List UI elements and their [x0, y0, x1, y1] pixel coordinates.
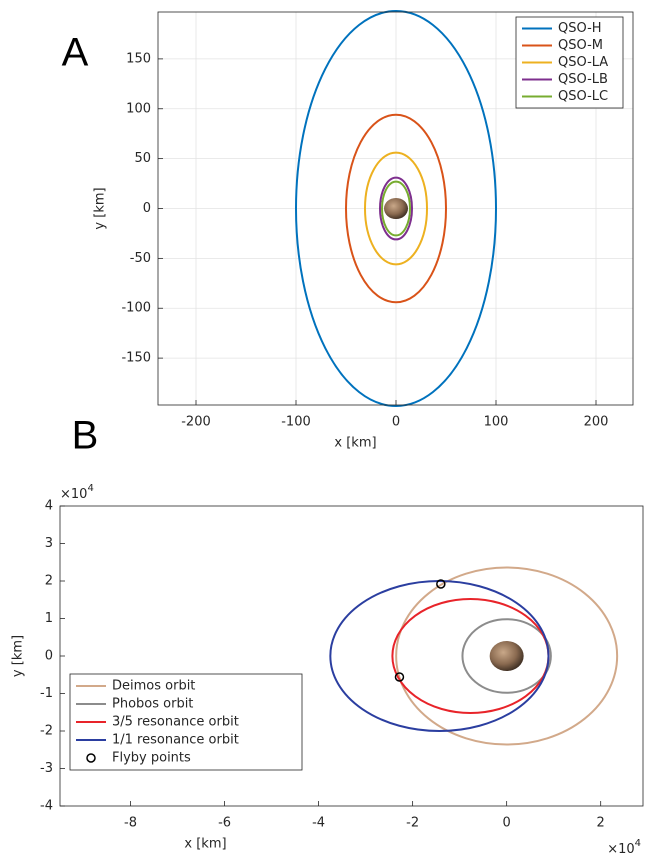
plot-frame	[59, 505, 644, 807]
legend-label: QSO-LA	[558, 55, 608, 70]
orbit	[364, 151, 428, 266]
y-tick-label: 150	[126, 51, 151, 66]
legend-label: 1/1 resonance orbit	[112, 733, 239, 748]
legend-label: Deimos orbit	[112, 679, 195, 694]
legend-swatch	[86, 753, 96, 763]
orbit	[379, 176, 413, 241]
legend-box	[69, 673, 303, 771]
y-tick-label: 1	[45, 611, 53, 626]
y-tick-label: 3	[45, 536, 53, 551]
legend-label: QSO-M	[558, 38, 603, 53]
x-tick-label: -8	[124, 816, 137, 831]
orbit	[381, 180, 411, 237]
y-tick-label: 0	[143, 201, 151, 216]
y-tick-label: 0	[45, 649, 53, 664]
y-tick-label: -2	[40, 724, 53, 739]
plot-frame	[157, 11, 634, 406]
axis-multiplier: ×104	[607, 838, 641, 856]
x-tick-label: 0	[392, 415, 400, 430]
x-tick-label: -100	[281, 415, 311, 430]
legend-label: QSO-H	[558, 21, 602, 36]
x-tick-label: 200	[584, 415, 609, 430]
x-tick-label: 0	[503, 816, 511, 831]
orbit	[345, 113, 447, 304]
x-tick-label: 100	[484, 415, 509, 430]
panel-label: B	[72, 414, 99, 458]
orbit	[329, 580, 550, 732]
y-tick-label: 4	[45, 499, 53, 514]
legend-label: QSO-LB	[558, 72, 608, 87]
multiplier-base: ×10	[60, 487, 87, 502]
x-tick-label: 2	[597, 816, 605, 831]
flyby-point	[394, 672, 405, 682]
y-tick-label: -1	[40, 686, 53, 701]
x-tick-label: -200	[181, 415, 211, 430]
multiplier-base: ×10	[607, 842, 634, 856]
multiplier-exponent: 4	[87, 483, 93, 494]
y-tick-label: 2	[45, 574, 53, 589]
legend-label: Flyby points	[112, 751, 191, 766]
y-tick-label: -100	[121, 301, 151, 316]
panel-label: A	[62, 31, 89, 75]
orbit	[391, 598, 550, 714]
legend-label: Phobos orbit	[112, 697, 193, 712]
legend-label: QSO-LC	[558, 89, 608, 104]
axis-multiplier: ×104	[60, 483, 94, 502]
multiplier-exponent: 4	[635, 838, 641, 849]
x-axis-label: x [km]	[184, 837, 226, 852]
y-tick-label: 100	[126, 101, 151, 116]
legend-label: 3/5 resonance orbit	[112, 715, 239, 730]
chart-panel: B -8 -6 -4 -2 0 2 -4 -3 -2 -1 0 1 2 3 4 x [km] y [km] Deim…	[11, 414, 644, 852]
legend: QSO-H QSO-M QSO-LA QSO-LB QSO-LC	[515, 16, 624, 109]
legend: Deimos orbit Phobos orbit 3/5 resonance or…	[69, 673, 303, 771]
y-tick-label: -150	[121, 351, 151, 366]
y-axis-label: y [km]	[93, 187, 108, 229]
x-tick-label: -6	[218, 816, 231, 831]
y-axis-label: y [km]	[11, 635, 26, 677]
x-tick-label: -2	[406, 816, 419, 831]
central-body	[489, 641, 524, 671]
orbit	[395, 566, 619, 746]
chart-panel: A -200 -100 0 100 200 -150 -100 -50 0 50 100 150 x [k…	[62, 10, 634, 451]
orbit	[295, 10, 497, 407]
x-tick-label: -4	[312, 816, 325, 831]
y-tick-label: -3	[40, 761, 53, 776]
y-tick-label: -50	[130, 251, 151, 266]
flyby-point	[436, 579, 446, 589]
y-tick-label: -4	[40, 799, 53, 814]
x-axis-label: x [km]	[334, 436, 376, 451]
orbit	[461, 618, 552, 694]
central-body	[384, 197, 408, 220]
y-tick-label: 50	[134, 151, 151, 166]
